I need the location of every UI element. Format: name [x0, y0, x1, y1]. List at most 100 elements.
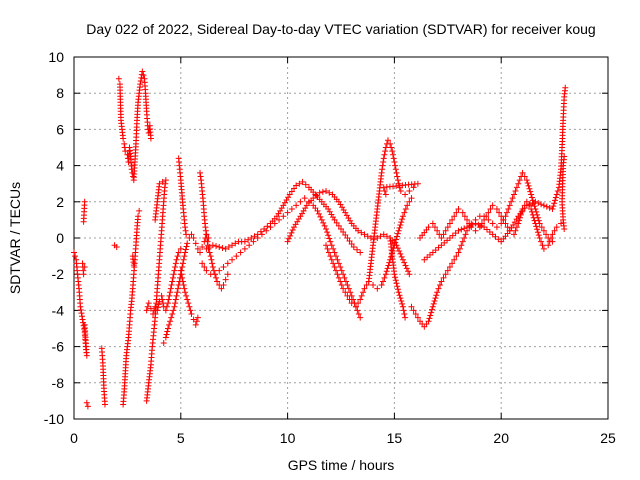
- data-point: [335, 274, 342, 281]
- data-point: [519, 169, 526, 176]
- series-arc-drop: [323, 195, 415, 310]
- data-point: [513, 224, 520, 231]
- chart-title: Day 022 of 2022, Sidereal Day-to-day VTE…: [86, 21, 595, 37]
- data-point: [324, 245, 331, 252]
- data-point: [166, 321, 173, 328]
- data-point: [528, 194, 535, 201]
- data-point: [301, 195, 308, 202]
- data-point: [551, 227, 558, 234]
- data-point: [150, 311, 157, 318]
- data-point: [172, 296, 179, 303]
- data-point: [489, 202, 496, 209]
- data-point: [377, 233, 384, 240]
- data-point: [331, 249, 338, 256]
- data-point: [229, 256, 236, 263]
- data-point: [81, 198, 88, 205]
- data-point: [170, 307, 177, 314]
- data-point: [381, 151, 388, 158]
- data-point: [511, 231, 518, 238]
- data-point: [180, 256, 187, 263]
- y-tick-label: 2: [56, 194, 64, 210]
- data-point: [553, 224, 560, 231]
- data-point: [397, 295, 404, 302]
- data-point: [449, 216, 456, 223]
- data-point: [140, 72, 147, 79]
- data-point: [406, 271, 413, 278]
- data-point: [197, 173, 204, 180]
- data-point: [83, 399, 90, 406]
- data-point: [431, 224, 438, 231]
- data-point: [534, 226, 541, 233]
- data-point: [137, 77, 144, 84]
- data-point: [444, 267, 451, 274]
- data-point: [438, 278, 445, 285]
- data-point: [400, 307, 407, 314]
- data-point: [394, 286, 401, 293]
- data-point: [493, 224, 500, 231]
- data-point: [485, 209, 492, 216]
- data-point: [288, 206, 295, 213]
- data-point: [250, 238, 257, 245]
- data-point: [394, 283, 401, 290]
- data-point: [218, 285, 225, 292]
- series-arc-early-2: [115, 68, 154, 184]
- data-point: [183, 243, 190, 250]
- data-point: [504, 224, 511, 231]
- data-point: [402, 206, 409, 213]
- data-point: [410, 307, 417, 314]
- x-tick-label: 10: [280, 430, 296, 446]
- data-point: [323, 225, 330, 232]
- data-point: [531, 203, 538, 210]
- data-point: [546, 204, 553, 211]
- data-point: [158, 292, 165, 299]
- y-tick-label: -6: [52, 339, 65, 355]
- data-point: [528, 208, 535, 215]
- data-point: [401, 209, 408, 216]
- data-point: [388, 144, 395, 151]
- data-point: [350, 244, 357, 251]
- data-point: [523, 202, 530, 209]
- data-point: [345, 285, 352, 292]
- data-point: [182, 227, 189, 234]
- data-point: [506, 202, 513, 209]
- x-tick-label: 0: [70, 430, 78, 446]
- data-point: [512, 187, 519, 194]
- data-point: [451, 213, 458, 220]
- data-point: [503, 209, 510, 216]
- data-point: [342, 289, 349, 296]
- data-point: [472, 220, 479, 227]
- data-point: [384, 137, 391, 144]
- series-arc-peak: [365, 137, 421, 321]
- data-point: [324, 229, 331, 236]
- data-point: [175, 249, 182, 256]
- data-point: [174, 289, 181, 296]
- data-point: [248, 235, 255, 241]
- data-point: [392, 274, 399, 281]
- data-point: [186, 303, 193, 310]
- data-point: [487, 206, 494, 213]
- data-point: [199, 244, 206, 251]
- data-point: [394, 230, 401, 237]
- series-arc-late-lower: [408, 169, 556, 330]
- data-point: [429, 303, 436, 310]
- data-point: [348, 241, 355, 248]
- data-point: [121, 140, 128, 147]
- data-point: [430, 300, 437, 307]
- data-point: [389, 151, 396, 158]
- data-point: [208, 256, 215, 263]
- data-point: [177, 245, 184, 252]
- data-point: [261, 225, 268, 232]
- data-point: [162, 307, 169, 314]
- data-point: [434, 289, 441, 296]
- data-point: [355, 300, 362, 307]
- series-arc-early-1: [71, 198, 120, 410]
- data-point: [380, 155, 387, 162]
- y-tick-label: -10: [44, 411, 64, 427]
- data-point: [434, 227, 441, 234]
- data-point: [393, 169, 400, 176]
- data-point: [446, 220, 453, 227]
- data-point: [178, 271, 185, 278]
- data-point: [77, 303, 84, 310]
- data-point: [440, 231, 447, 238]
- data-point: [280, 213, 287, 220]
